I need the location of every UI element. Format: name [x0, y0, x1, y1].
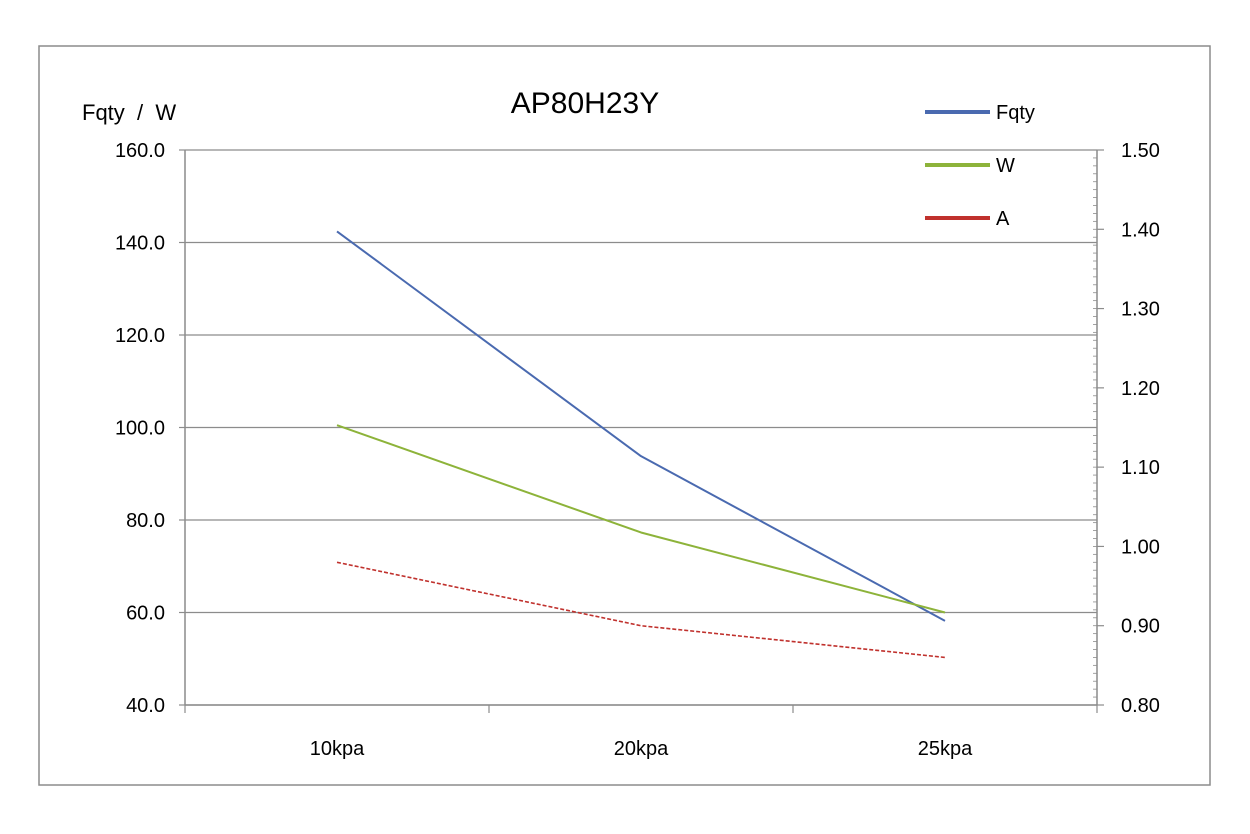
y2-tick-label: 1.20 — [1121, 378, 1160, 400]
y2-tick-label: 1.40 — [1121, 219, 1160, 241]
x-tick-label: 20kpa — [614, 738, 669, 760]
series-line-a — [336, 561, 946, 659]
y2-tick-label: 0.80 — [1121, 695, 1160, 717]
x-tick-label: 25kpa — [918, 738, 973, 760]
y-tick-label: 60.0 — [126, 603, 165, 625]
y-tick-label: 80.0 — [126, 510, 165, 532]
legend-label: Fqty — [996, 102, 1035, 124]
series-line-w — [336, 424, 946, 614]
chart-title: AP80H23Y — [511, 87, 659, 120]
series-line-fqty — [336, 230, 946, 622]
y-axis-title: Fqty / W — [82, 100, 176, 125]
y-tick-label: 160.0 — [115, 140, 165, 162]
y-axis-ticks: 40.0 60.0 80.0 100.0 120.0 140.0 160.0 — [115, 140, 185, 717]
legend: Fqty W A — [925, 102, 1035, 230]
legend-label: A — [996, 208, 1010, 230]
x-tick-label: 10kpa — [310, 738, 365, 760]
y-tick-label: 100.0 — [115, 418, 165, 440]
y2-tick-label: 1.00 — [1121, 536, 1160, 558]
x-axis-ticks: 10kpa 20kpa 25kpa — [184, 705, 1098, 760]
series-lines — [336, 230, 946, 659]
y2-tick-label: 1.10 — [1121, 457, 1160, 479]
gridlines — [185, 149, 1097, 706]
y-tick-label: 120.0 — [115, 325, 165, 347]
y2-tick-label: 1.30 — [1121, 299, 1160, 321]
legend-label: W — [996, 155, 1015, 177]
y2-axis-ticks: 0.80 0.90 1.00 1.10 1.20 1.30 1.40 1.50 — [1093, 140, 1160, 717]
chart-frame — [38, 45, 1211, 786]
y-tick-label: 140.0 — [115, 233, 165, 255]
y2-tick-label: 0.90 — [1121, 616, 1160, 638]
y2-tick-label: 1.50 — [1121, 140, 1160, 162]
y-tick-label: 40.0 — [126, 695, 165, 717]
